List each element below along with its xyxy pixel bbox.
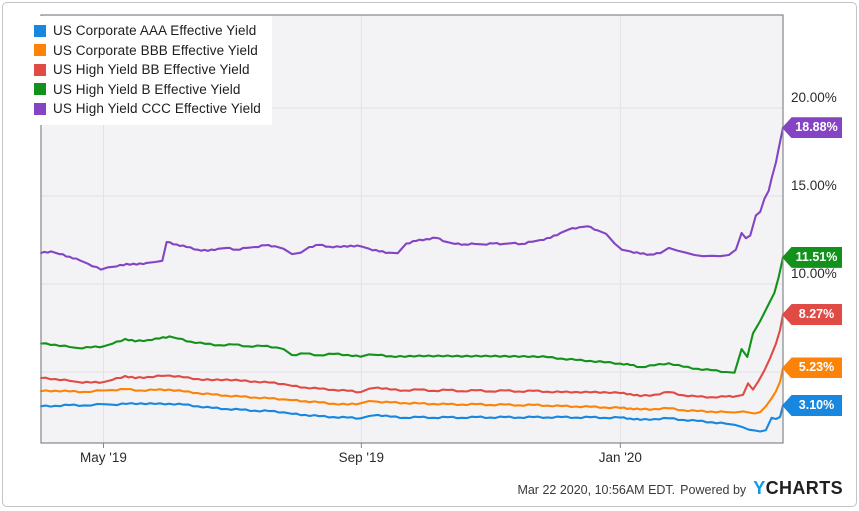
legend-label: US High Yield B Effective Yield <box>53 81 241 97</box>
legend-item-3[interactable]: US High Yield B Effective Yield <box>34 80 261 100</box>
legend-item-0[interactable]: US Corporate AAA Effective Yield <box>34 21 261 41</box>
timestamp: Mar 22 2020, 10:56AM EDT. <box>517 483 676 497</box>
series-line-2[interactable] <box>39 313 785 399</box>
ycharts-logo-rest: CHARTS <box>765 478 843 498</box>
legend-swatch-icon <box>34 102 46 115</box>
legend: US Corporate AAA Effective Yield US Corpo… <box>31 16 272 125</box>
legend-swatch-icon <box>34 24 46 37</box>
powered-by-label: Powered by <box>680 483 747 497</box>
legend-label: US Corporate AAA Effective Yield <box>53 23 257 39</box>
y-axis-label: 10.00% <box>791 266 837 281</box>
series-line-3[interactable] <box>39 256 785 374</box>
legend-label: US Corporate BBB Effective Yield <box>53 42 258 58</box>
legend-label: US High Yield BB Effective Yield <box>53 62 250 78</box>
series-end-value-badge: 11.51% <box>782 246 842 268</box>
legend-item-1[interactable]: US Corporate BBB Effective Yield <box>34 41 261 61</box>
y-axis-label: 15.00% <box>791 178 837 193</box>
ycharts-logo-y: Y <box>753 478 766 498</box>
legend-swatch-icon <box>34 63 46 76</box>
series-line-1[interactable] <box>39 366 785 415</box>
ycharts-logo[interactable]: YCHARTS <box>753 478 843 499</box>
legend-label: US High Yield CCC Effective Yield <box>53 101 261 117</box>
series-end-value-badge: 8.27% <box>782 303 842 325</box>
x-axis-label: May '19 <box>80 450 127 465</box>
series-end-value-badge: 3.10% <box>782 394 842 416</box>
legend-swatch-icon <box>34 44 46 57</box>
chart-footer: Mar 22 2020, 10:56AM EDT. Powered by YCH… <box>517 478 843 499</box>
series-line-4[interactable] <box>39 126 785 271</box>
series-line-0[interactable] <box>39 402 785 433</box>
x-axis-label: Sep '19 <box>338 450 385 465</box>
series-end-value-badge: 5.23% <box>782 357 842 379</box>
legend-item-2[interactable]: US High Yield BB Effective Yield <box>34 60 261 80</box>
legend-item-4[interactable]: US High Yield CCC Effective Yield <box>34 99 261 119</box>
legend-swatch-icon <box>34 83 46 96</box>
x-axis-label: Jan '20 <box>598 450 642 465</box>
y-axis-label: 20.00% <box>791 90 837 105</box>
plot-border <box>40 14 784 444</box>
series-end-value-badge: 18.88% <box>782 117 842 139</box>
